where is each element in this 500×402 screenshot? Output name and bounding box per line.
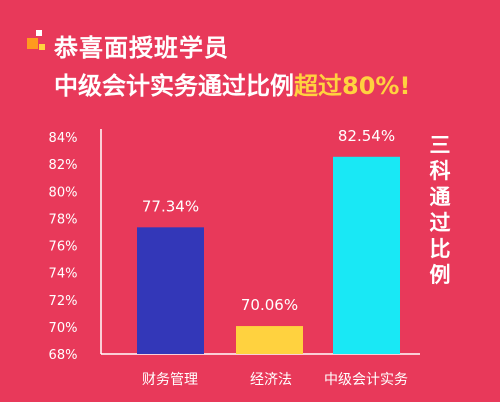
bar [333,156,400,354]
headline-line-2-prefix: 中级会计实务通过比例 [54,72,294,100]
y-tick-label: 84% [49,131,78,146]
headline-line-1: 恭喜面授班学员 [54,34,229,62]
bar-value-label: 82.54% [338,127,395,145]
y-tick-label: 74% [49,267,78,282]
bar-value-label: 70.06% [241,296,298,314]
bar [137,227,204,354]
y-tick-label: 82% [49,158,78,173]
logo-square-white [36,30,42,36]
y-tick-label: 72% [49,294,78,309]
x-category-label: 财务管理 [142,372,198,388]
y-tick-label: 78% [49,212,78,227]
logo-square-orange [27,38,38,49]
logo-square-yellow [39,44,45,50]
x-category-label: 经济法 [250,372,292,388]
x-category-label: 中级会计实务 [324,372,408,388]
y-tick-label: 80% [49,185,78,200]
y-tick-label: 68% [49,348,78,363]
y-tick-label: 70% [49,321,78,336]
y-tick-label: 76% [49,240,78,255]
side-note: 三科通过比例 [429,133,451,287]
headline-highlight: 超过80%! [294,72,411,100]
headline-line-2: 中级会计实务通过比例超过80%! [54,66,410,101]
brand-logo-icon [27,30,47,54]
bar-value-label: 77.34% [142,197,199,215]
bar [236,326,303,354]
